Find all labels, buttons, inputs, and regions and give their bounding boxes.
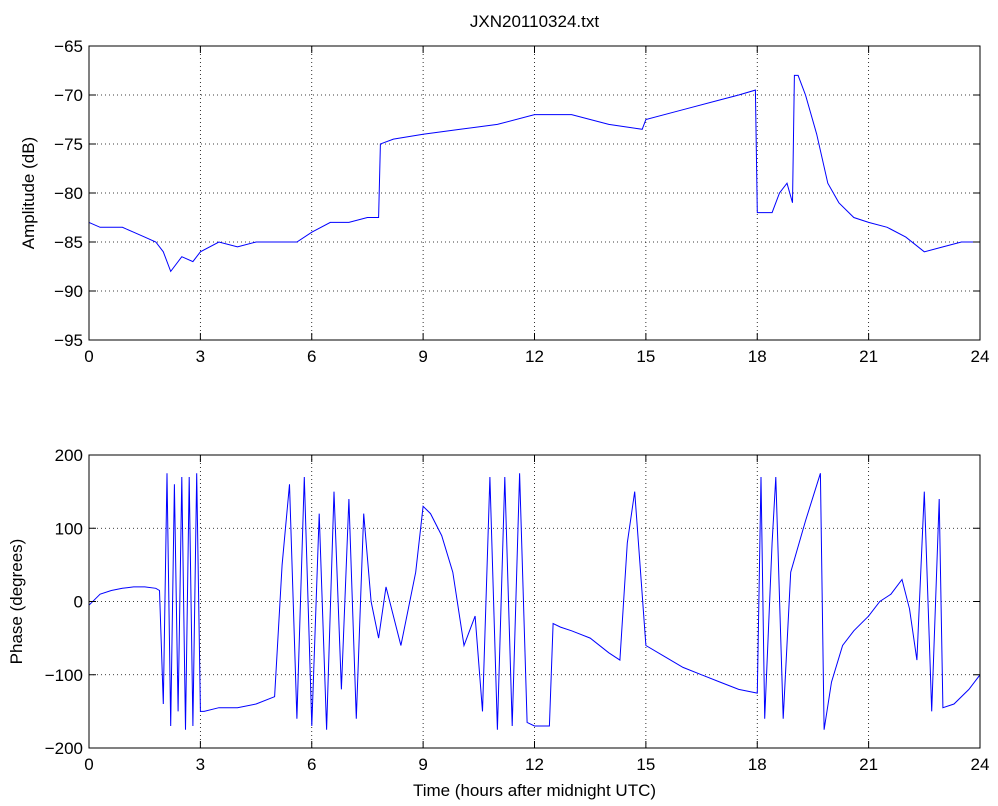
x-tick-label: 9 [418,755,427,774]
y-tick-label: −90 [54,282,83,301]
x-tick-label: 18 [748,347,767,366]
x-tick-label: 24 [971,755,990,774]
x-tick-label: 12 [525,347,544,366]
x-tick-label: 3 [196,755,205,774]
phase-panel: 0 3 6 9 12 15 18 21 24 −200 −100 0 100 200 Time (hour… [7,446,989,800]
phase-ticks: 0 3 6 9 12 15 18 21 24 −200 −100 0 100 200 [45,446,990,774]
x-tick-label: 6 [307,755,316,774]
phase-y-axis-label: Phase (degrees) [7,539,26,665]
x-tick-label: 9 [418,347,427,366]
y-tick-label: 100 [55,519,83,538]
x-tick-label: 3 [196,347,205,366]
x-tick-label: 18 [748,755,767,774]
amplitude-grid [89,46,980,340]
amplitude-series-line [88,74,980,273]
phase-x-axis-label: Time (hours after midnight UTC) [413,781,656,800]
y-tick-label: −65 [54,37,83,56]
y-tick-label: −100 [45,666,83,685]
x-tick-label: 21 [859,347,878,366]
y-tick-label: −95 [54,331,83,350]
amplitude-ticks: 0 3 6 9 12 15 18 21 24 −95 −90 −85 −80 −75 −70 −65 [54,37,989,366]
amplitude-y-axis-label: Amplitude (dB) [19,137,38,249]
y-tick-label: −75 [54,135,83,154]
amplitude-panel: 0 3 6 9 12 15 18 21 24 −95 −90 −85 −80 −75 −70 −65 JXN2… [19,12,989,366]
x-tick-label: 0 [84,347,93,366]
phase-series-line [88,473,981,730]
x-tick-label: 21 [859,755,878,774]
x-tick-label: 24 [971,347,990,366]
x-tick-label: 12 [525,755,544,774]
y-tick-label: 200 [55,446,83,465]
y-tick-label: −80 [54,184,83,203]
x-tick-label: 15 [636,755,655,774]
y-tick-label: −200 [45,739,83,758]
x-tick-label: 0 [84,755,93,774]
y-tick-label: 0 [74,593,83,612]
y-tick-label: −85 [54,233,83,252]
x-tick-label: 6 [307,347,316,366]
x-tick-label: 15 [636,347,655,366]
y-tick-label: −70 [54,86,83,105]
chart-title: JXN20110324.txt [470,12,599,31]
